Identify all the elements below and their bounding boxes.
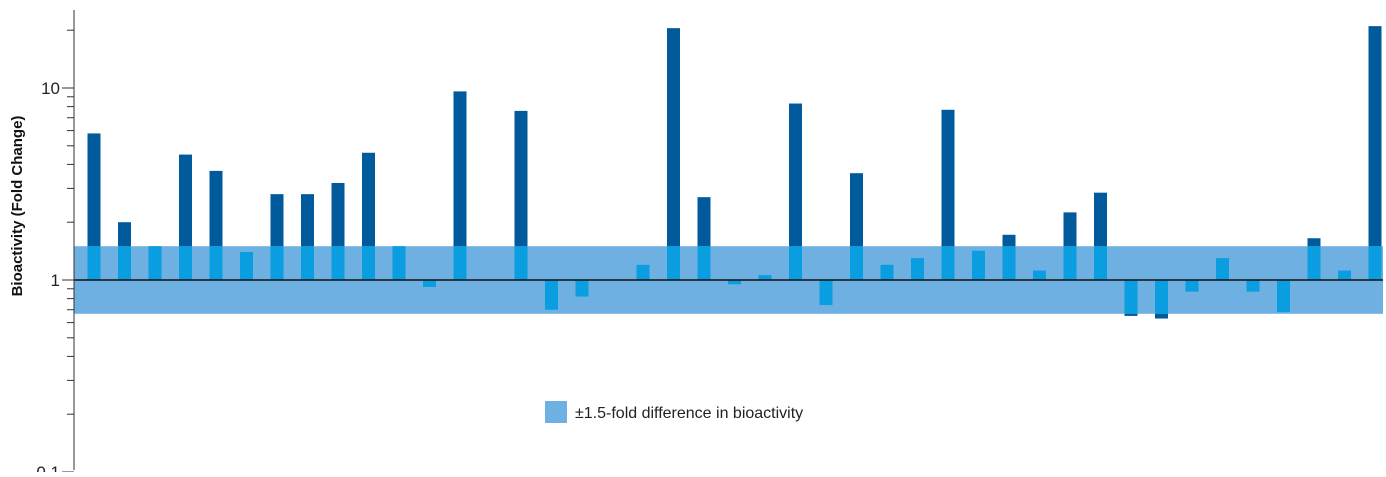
bar-35: [1124, 280, 1138, 314]
bar-2: [118, 246, 131, 280]
bar-43: [1368, 246, 1382, 280]
bar-38: [1216, 258, 1229, 280]
bar-26: [850, 246, 863, 280]
bar-26-outside: [850, 173, 863, 247]
bar-33-outside: [1063, 212, 1077, 247]
bar-7-outside: [270, 194, 284, 247]
y-axis-title: Bioactivity (Fold Change): [9, 116, 26, 297]
y-tick-label: 10: [41, 79, 60, 98]
legend-label: ±1.5-fold difference in bioactivity: [575, 405, 803, 422]
bar-9-outside: [331, 183, 345, 247]
y-tick-label: 0.1: [36, 463, 60, 472]
bar-17: [575, 280, 589, 297]
bar-31-outside: [1002, 234, 1016, 247]
bar-2-outside: [118, 222, 131, 247]
bar-31: [1002, 246, 1016, 280]
legend: ±1.5-fold difference in bioactivity: [545, 401, 803, 423]
bar-30: [972, 250, 985, 280]
bar-24: [789, 246, 802, 280]
legend-swatch: [545, 401, 567, 423]
bar-20: [667, 246, 680, 280]
bar-1: [87, 246, 101, 280]
bar-41-outside: [1307, 238, 1321, 247]
bar-21-outside: [697, 197, 711, 247]
bar-34-outside: [1094, 192, 1107, 247]
y-tick-label: 1: [51, 271, 60, 290]
bar-15: [514, 246, 528, 280]
bar-11: [392, 246, 406, 280]
bar-13: [453, 246, 467, 280]
bar-4: [179, 246, 192, 280]
bar-29-outside: [941, 109, 955, 247]
bar-21: [697, 246, 711, 280]
bar-4-outside: [179, 154, 192, 247]
bar-1-outside: [87, 133, 101, 247]
bar-19: [636, 264, 650, 280]
bar-5-outside: [209, 170, 223, 247]
bar-20-outside: [667, 28, 680, 247]
bar-37: [1185, 280, 1199, 292]
bar-33: [1063, 246, 1077, 280]
bar-6: [240, 251, 253, 280]
bar-32: [1033, 270, 1046, 280]
bar-13-outside: [453, 91, 467, 247]
bar-36: [1155, 280, 1168, 314]
bar-15-outside: [514, 110, 528, 247]
bar-34: [1094, 246, 1107, 280]
bar-41: [1307, 246, 1321, 280]
bar-16: [545, 280, 558, 310]
bar-29: [941, 246, 955, 280]
bar-23: [758, 275, 772, 280]
bar-35-outside: [1124, 313, 1138, 316]
y-ticks-group: 0.1 1 10: [36, 29, 74, 477]
bar-5: [209, 246, 223, 280]
bar-40: [1277, 280, 1290, 313]
bar-43-outside: [1368, 26, 1382, 247]
bar-39: [1246, 280, 1260, 292]
bar-12: [423, 280, 436, 287]
bar-9: [331, 246, 345, 280]
bar-3: [148, 246, 162, 280]
bar-8: [301, 246, 314, 280]
bar-42: [1338, 270, 1351, 280]
bar-36-outside: [1155, 313, 1168, 319]
bar-10-outside: [362, 152, 375, 247]
bar-28: [911, 258, 924, 280]
bar-10: [362, 246, 375, 280]
bars-group: [87, 26, 1382, 319]
bar-8-outside: [301, 194, 314, 247]
bar-25: [819, 280, 833, 306]
bar-27: [880, 264, 894, 280]
bar-22: [728, 280, 741, 285]
bar-24-outside: [789, 103, 802, 247]
bar-7: [270, 246, 284, 280]
